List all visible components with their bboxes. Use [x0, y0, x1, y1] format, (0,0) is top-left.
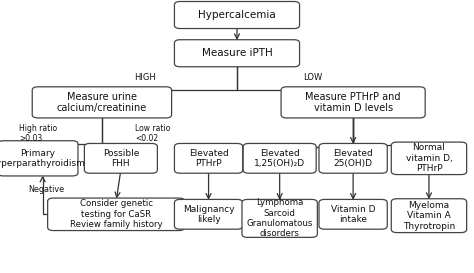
- FancyBboxPatch shape: [174, 40, 300, 67]
- FancyBboxPatch shape: [391, 199, 466, 233]
- Text: Malignancy
likely: Malignancy likely: [183, 204, 234, 224]
- FancyBboxPatch shape: [174, 199, 243, 229]
- Text: Low ratio
<0.02: Low ratio <0.02: [135, 124, 171, 144]
- Text: Elevated
25(OH)D: Elevated 25(OH)D: [333, 149, 373, 168]
- Text: Vitamin D
intake: Vitamin D intake: [331, 204, 375, 224]
- FancyBboxPatch shape: [281, 87, 425, 118]
- Text: Primary
hyperparathyroidism: Primary hyperparathyroidism: [0, 149, 85, 168]
- Text: Hypercalcemia: Hypercalcemia: [198, 10, 276, 20]
- Text: Normal
vitamin D,
PTHrP: Normal vitamin D, PTHrP: [406, 143, 452, 173]
- FancyBboxPatch shape: [391, 142, 466, 175]
- FancyBboxPatch shape: [174, 144, 243, 173]
- FancyBboxPatch shape: [0, 141, 78, 176]
- FancyBboxPatch shape: [174, 2, 300, 29]
- FancyBboxPatch shape: [242, 199, 318, 237]
- Text: Possible
FHH: Possible FHH: [103, 149, 139, 168]
- Text: Elevated
1,25(OH)₂D: Elevated 1,25(OH)₂D: [254, 149, 305, 168]
- FancyBboxPatch shape: [32, 87, 172, 118]
- Text: Lymphoma
Sarcoid
Granulomatous
disorders: Lymphoma Sarcoid Granulomatous disorders: [246, 198, 313, 239]
- FancyBboxPatch shape: [319, 199, 387, 229]
- Text: High ratio
>0.03: High ratio >0.03: [19, 124, 57, 144]
- Text: Measure iPTH: Measure iPTH: [201, 48, 273, 58]
- Text: LOW: LOW: [303, 73, 322, 82]
- FancyBboxPatch shape: [243, 144, 316, 173]
- Text: Negative: Negative: [28, 185, 64, 194]
- Text: Elevated
PTHrP: Elevated PTHrP: [189, 149, 228, 168]
- FancyBboxPatch shape: [47, 198, 185, 230]
- Text: Measure PTHrP and
vitamin D levels: Measure PTHrP and vitamin D levels: [305, 91, 401, 113]
- Text: Myeloma
Vitamin A
Thyrotropin: Myeloma Vitamin A Thyrotropin: [403, 201, 455, 231]
- FancyBboxPatch shape: [319, 144, 387, 173]
- Text: Consider genetic
testing for CaSR
Review family history: Consider genetic testing for CaSR Review…: [70, 199, 163, 229]
- FancyBboxPatch shape: [84, 144, 157, 173]
- Text: Measure urine
calcium/creatinine: Measure urine calcium/creatinine: [57, 91, 147, 113]
- Text: HIGH: HIGH: [134, 73, 155, 82]
